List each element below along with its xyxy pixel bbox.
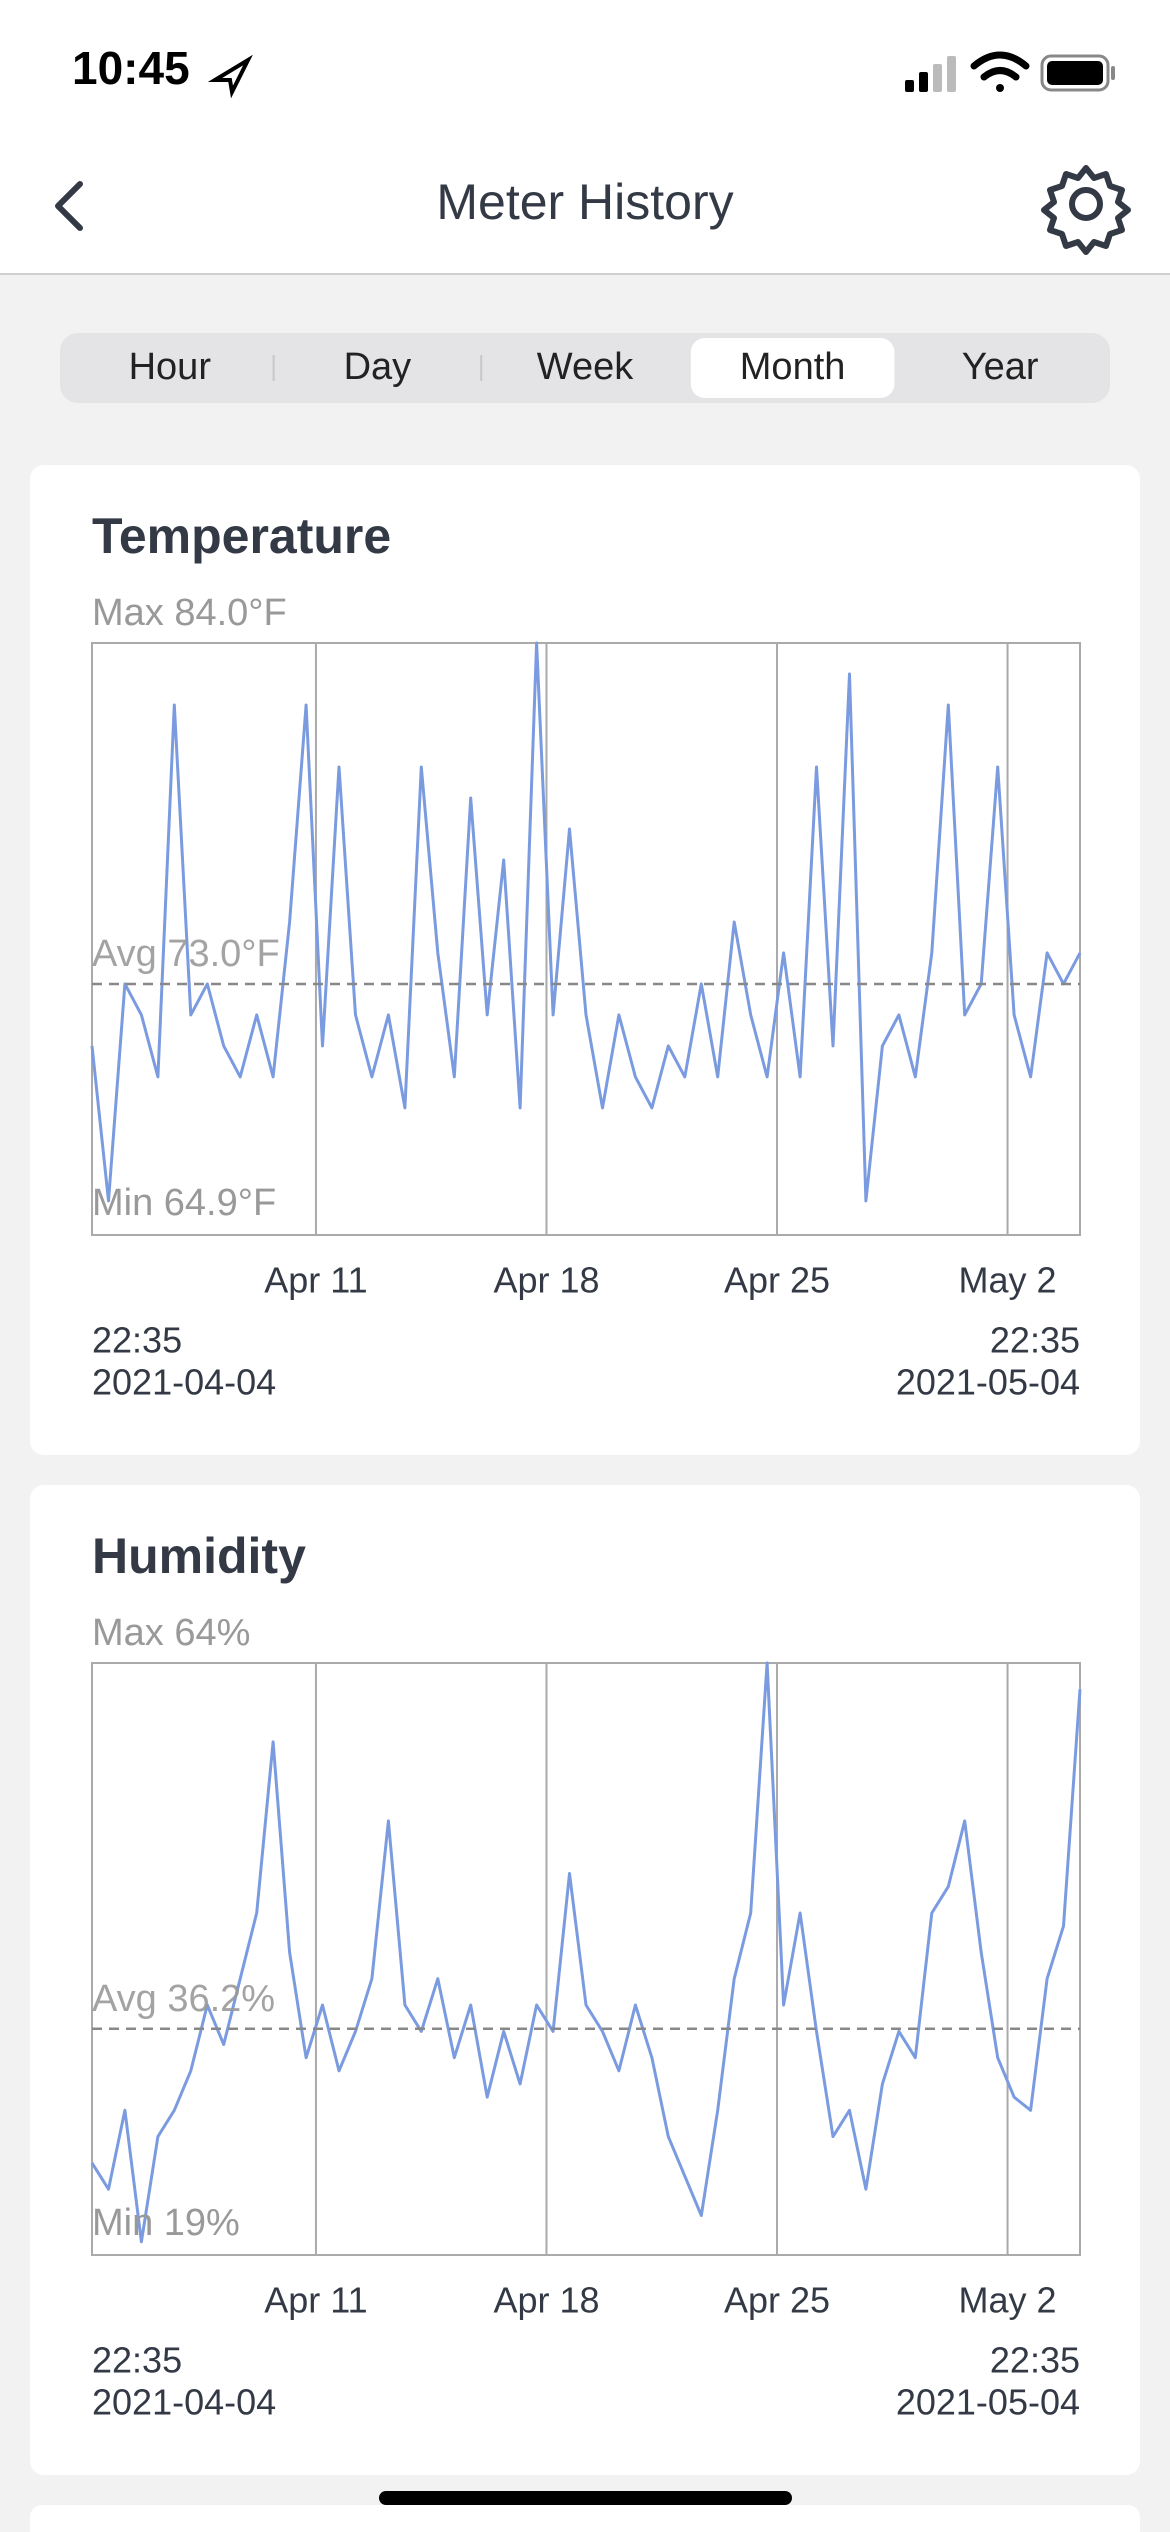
data-line: [90, 641, 1082, 1203]
tab[interactable]: Day: [344, 346, 412, 388]
x-tick-label: May 2: [959, 1260, 1057, 1301]
header-bg: [0, 0, 1170, 274]
start-date: 2021-04-04: [92, 1362, 276, 1403]
end-time: 22:35: [990, 1320, 1080, 1361]
plot-frame: [91, 1662, 1081, 2256]
tab[interactable]: Year: [962, 346, 1039, 388]
x-tick-label: Apr 11: [264, 2280, 367, 2321]
card: [30, 1485, 1140, 2475]
avg-label: Avg 73.0°F: [92, 933, 280, 975]
plot-frame: [91, 642, 1081, 1236]
settings-button[interactable]: [1041, 165, 1131, 255]
status-time: 10:45: [72, 42, 190, 94]
max-label: Max 64%: [92, 1612, 250, 1654]
battery-icon: [1040, 54, 1115, 92]
wifi-icon: [970, 51, 1030, 92]
x-tick-label: Apr 25: [724, 2280, 830, 2321]
end-time: 22:35: [990, 2340, 1080, 2381]
end-date: 2021-05-04: [896, 1362, 1080, 1403]
x-tick-label: May 2: [959, 2280, 1057, 2321]
tab[interactable]: Hour: [129, 346, 212, 388]
avg-label: Avg 36.2%: [92, 1978, 275, 2020]
tab[interactable]: Month: [740, 346, 846, 388]
start-time: 22:35: [92, 2340, 182, 2381]
tab[interactable]: Week: [537, 346, 634, 388]
signal-icon: [905, 56, 956, 92]
next-card: [30, 2505, 1140, 2532]
start-time: 22:35: [92, 1320, 182, 1361]
location-icon: [207, 54, 253, 99]
max-label: Max 84.0°F: [92, 592, 287, 634]
start-date: 2021-04-04: [92, 2382, 276, 2423]
min-label: Min 19%: [92, 2202, 240, 2244]
card-title: Temperature: [92, 508, 391, 564]
min-label: Min 64.9°F: [92, 1182, 276, 1224]
x-tick-label: Apr 11: [264, 1260, 367, 1301]
data-line: [90, 1661, 1082, 2244]
nav-title: Meter History: [436, 174, 733, 230]
home-indicator: [379, 2491, 792, 2505]
x-tick-label: Apr 18: [493, 1260, 599, 1301]
end-date: 2021-05-04: [896, 2382, 1080, 2423]
tab-selected: [690, 338, 895, 398]
x-tick-label: Apr 18: [493, 2280, 599, 2321]
card-title: Humidity: [92, 1528, 306, 1584]
x-tick-label: Apr 25: [724, 1260, 830, 1301]
back-button[interactable]: [55, 181, 83, 231]
